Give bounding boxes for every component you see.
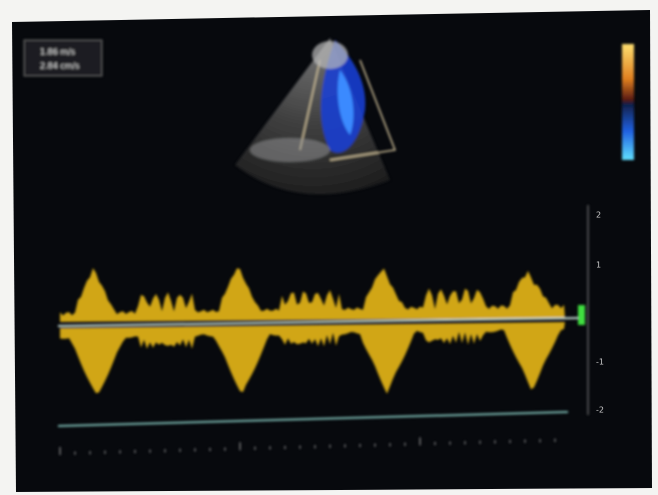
overlay-text: 1.86 m/s [40, 48, 75, 57]
overlay-box [23, 39, 103, 77]
time-ticks [59, 437, 556, 455]
doppler-spectrum [60, 268, 565, 394]
color-bar [622, 44, 634, 160]
scale-label: -1 [596, 358, 604, 367]
spectrum-negative [60, 322, 565, 394]
screen-background [12, 10, 652, 492]
scale-label: 2 [596, 211, 601, 220]
color-flow [337, 70, 354, 135]
sample-box [299, 59, 396, 161]
baseline [57, 317, 581, 327]
tissue [250, 138, 330, 162]
image-content: 1.86 m/s 2.84 cm/s [23, 38, 634, 455]
tissue [312, 41, 348, 69]
ecg-line [57, 411, 569, 427]
scale-label: 1 [596, 261, 601, 270]
baseline-marker [578, 305, 585, 325]
scale-label: -2 [596, 406, 604, 415]
spectrum-positive [60, 268, 565, 322]
overlay-text: 2.84 cm/s [40, 62, 79, 71]
